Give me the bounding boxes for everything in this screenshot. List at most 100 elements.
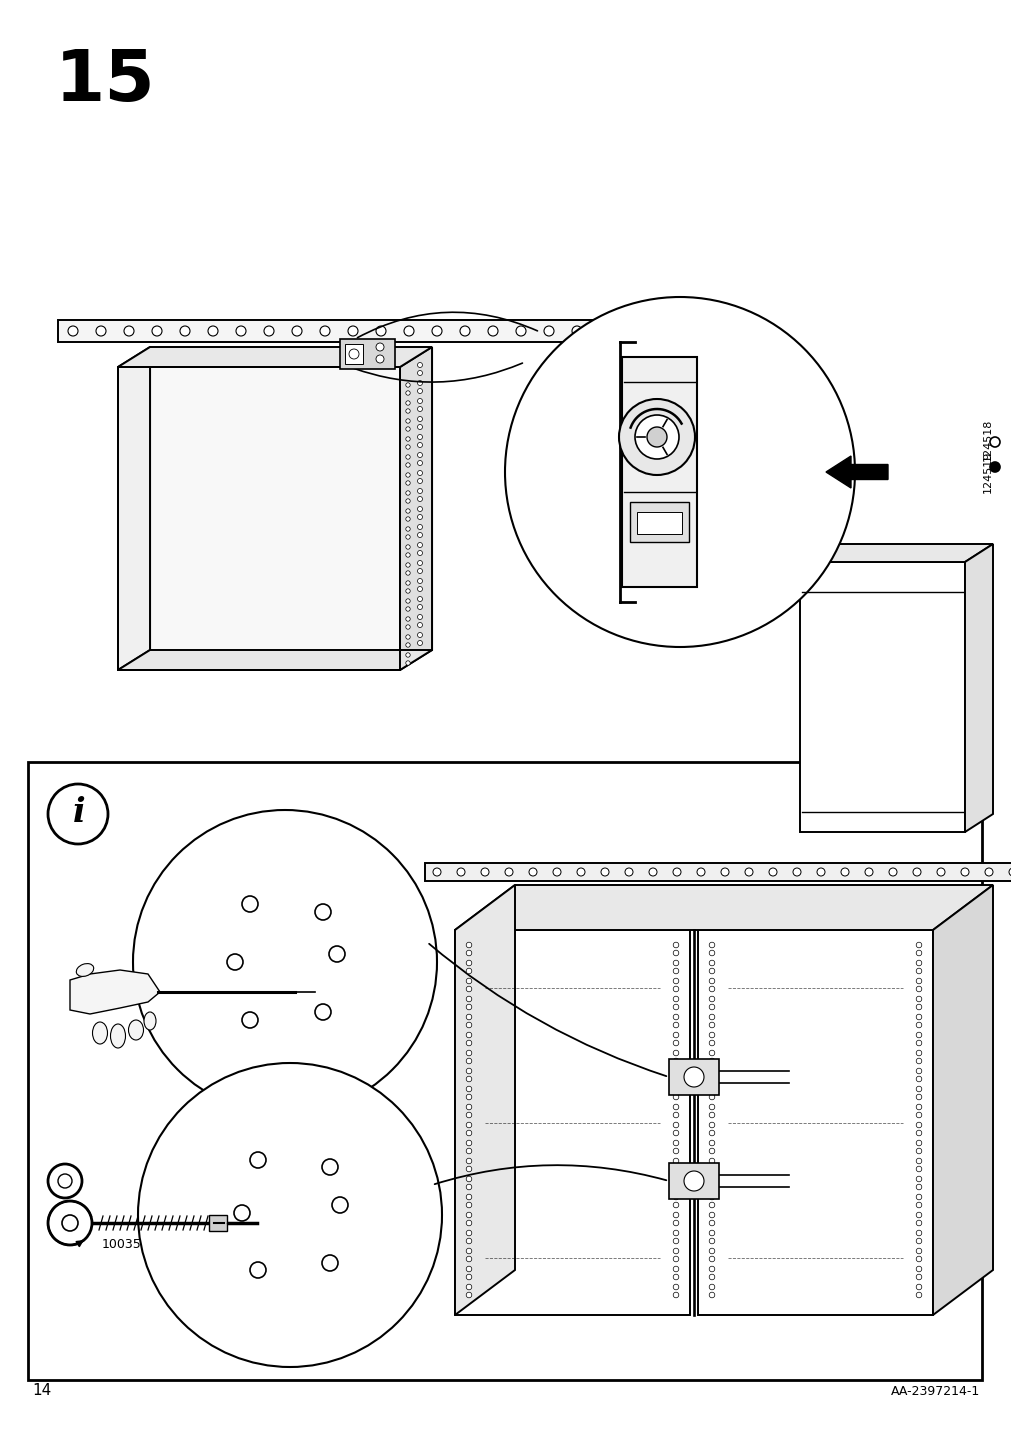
Circle shape — [672, 1094, 678, 1100]
Circle shape — [672, 1087, 678, 1091]
Circle shape — [516, 326, 526, 337]
Circle shape — [672, 942, 678, 948]
Circle shape — [634, 415, 678, 460]
Circle shape — [405, 517, 409, 521]
Circle shape — [236, 326, 246, 337]
Circle shape — [601, 868, 609, 876]
Circle shape — [672, 1104, 678, 1110]
Circle shape — [709, 1148, 714, 1154]
Ellipse shape — [76, 964, 94, 977]
Circle shape — [915, 1213, 921, 1217]
Circle shape — [709, 1087, 714, 1091]
Circle shape — [709, 997, 714, 1002]
Circle shape — [793, 868, 801, 876]
Circle shape — [915, 1292, 921, 1297]
Circle shape — [405, 624, 409, 629]
Circle shape — [709, 1176, 714, 1181]
Circle shape — [672, 1239, 678, 1244]
Text: AA-2397214-1: AA-2397214-1 — [890, 1385, 979, 1398]
Circle shape — [915, 1022, 921, 1028]
Polygon shape — [455, 885, 515, 1315]
Circle shape — [619, 400, 695, 475]
Circle shape — [319, 326, 330, 337]
Circle shape — [226, 954, 243, 969]
Text: i: i — [73, 796, 85, 829]
Circle shape — [466, 1213, 471, 1217]
Circle shape — [672, 1230, 678, 1236]
Circle shape — [709, 1077, 714, 1081]
Circle shape — [405, 563, 409, 567]
Circle shape — [672, 1032, 678, 1038]
Circle shape — [466, 1014, 471, 1020]
Circle shape — [683, 1171, 704, 1191]
Circle shape — [466, 1194, 471, 1200]
Circle shape — [349, 349, 359, 359]
Circle shape — [960, 868, 969, 876]
Bar — [340, 339, 394, 369]
Bar — [698, 929, 932, 1315]
Circle shape — [672, 1158, 678, 1164]
Circle shape — [466, 1087, 471, 1091]
Circle shape — [466, 1104, 471, 1110]
Circle shape — [405, 634, 409, 639]
Circle shape — [672, 868, 680, 876]
Circle shape — [405, 473, 409, 477]
Circle shape — [915, 1040, 921, 1045]
Circle shape — [405, 437, 409, 441]
Circle shape — [915, 1130, 921, 1136]
Circle shape — [466, 1256, 471, 1262]
Circle shape — [405, 382, 409, 387]
Circle shape — [405, 544, 409, 550]
Circle shape — [329, 947, 345, 962]
Circle shape — [418, 388, 422, 394]
Circle shape — [405, 553, 409, 557]
Circle shape — [915, 1004, 921, 1010]
Circle shape — [466, 1230, 471, 1236]
Circle shape — [529, 868, 537, 876]
Circle shape — [709, 1040, 714, 1045]
Circle shape — [915, 1087, 921, 1091]
Circle shape — [466, 1004, 471, 1010]
Circle shape — [250, 1262, 266, 1277]
Circle shape — [250, 1151, 266, 1169]
Text: 14: 14 — [32, 1383, 52, 1398]
Circle shape — [672, 1203, 678, 1207]
Circle shape — [989, 463, 999, 473]
Circle shape — [418, 461, 422, 465]
Bar — [630, 503, 688, 541]
Circle shape — [405, 607, 409, 611]
Circle shape — [672, 1148, 678, 1154]
Circle shape — [915, 1230, 921, 1236]
Circle shape — [915, 942, 921, 948]
Circle shape — [672, 1040, 678, 1045]
Circle shape — [208, 326, 217, 337]
Circle shape — [418, 362, 422, 368]
Circle shape — [418, 604, 422, 610]
Text: 124518: 124518 — [982, 418, 992, 461]
Circle shape — [915, 1158, 921, 1164]
Circle shape — [405, 498, 409, 503]
Circle shape — [405, 653, 409, 657]
Circle shape — [915, 978, 921, 984]
Circle shape — [709, 1130, 714, 1136]
Circle shape — [915, 1068, 921, 1074]
Circle shape — [487, 326, 497, 337]
Circle shape — [48, 783, 108, 843]
Circle shape — [672, 1004, 678, 1010]
Circle shape — [504, 296, 854, 647]
Circle shape — [457, 868, 464, 876]
Circle shape — [915, 1256, 921, 1262]
Circle shape — [936, 868, 944, 876]
Circle shape — [709, 1285, 714, 1290]
Circle shape — [915, 1104, 921, 1110]
Circle shape — [405, 445, 409, 450]
Circle shape — [709, 942, 714, 948]
Circle shape — [466, 951, 471, 955]
Circle shape — [466, 997, 471, 1002]
Circle shape — [405, 534, 409, 540]
Circle shape — [466, 1130, 471, 1136]
Circle shape — [405, 599, 409, 603]
Circle shape — [915, 987, 921, 992]
Circle shape — [672, 997, 678, 1002]
Polygon shape — [70, 969, 160, 1014]
